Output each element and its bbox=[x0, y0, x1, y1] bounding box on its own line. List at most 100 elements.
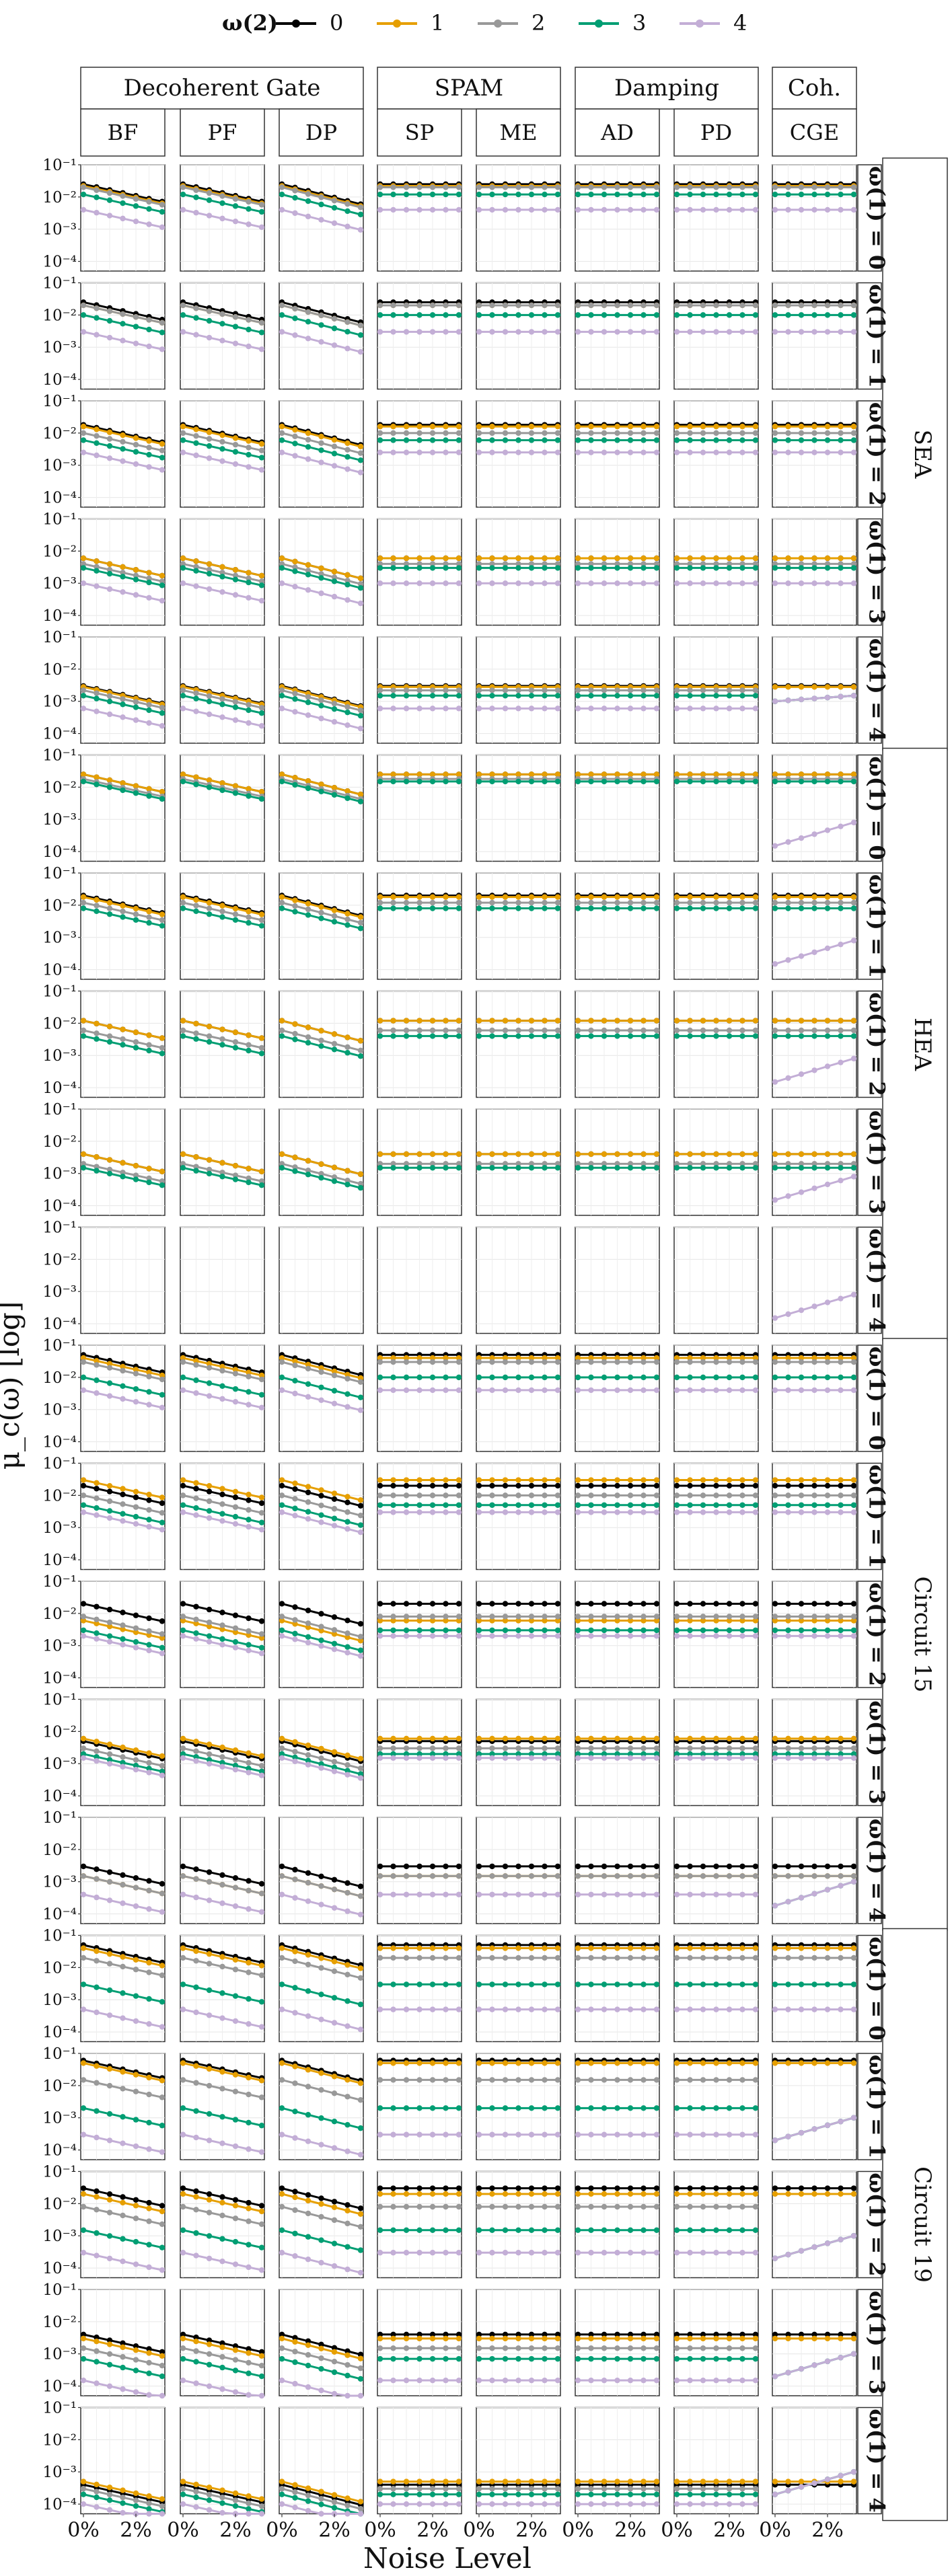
data-point bbox=[416, 1165, 423, 1171]
row-strip: ω(1) = 3 bbox=[857, 518, 890, 626]
column-strip-label: CGE bbox=[790, 120, 839, 145]
legend-label: 1 bbox=[431, 10, 444, 36]
data-point bbox=[515, 302, 521, 309]
data-point bbox=[838, 1151, 844, 1158]
data-point bbox=[476, 1151, 482, 1158]
data-point bbox=[258, 1051, 265, 1057]
data-point bbox=[515, 1387, 521, 1394]
data-point bbox=[80, 184, 87, 190]
data-point bbox=[180, 1374, 186, 1381]
data-point bbox=[824, 1151, 831, 1158]
data-point bbox=[133, 592, 139, 598]
data-point bbox=[429, 1018, 436, 1024]
data-point bbox=[785, 1027, 791, 1034]
data-point bbox=[94, 782, 100, 788]
data-point bbox=[700, 1151, 706, 1158]
data-point bbox=[627, 184, 634, 190]
data-point bbox=[811, 437, 817, 443]
data-point bbox=[824, 302, 831, 309]
data-point bbox=[489, 1477, 495, 1483]
data-point bbox=[455, 449, 462, 455]
data-point bbox=[824, 437, 831, 443]
data-point bbox=[455, 312, 462, 318]
legend-entry: 4 bbox=[680, 10, 747, 36]
data-point bbox=[528, 423, 535, 430]
data-point bbox=[601, 1509, 608, 1515]
data-point bbox=[331, 443, 338, 449]
data-point bbox=[798, 1151, 805, 1158]
data-point bbox=[318, 1175, 324, 1181]
data-point bbox=[554, 1502, 561, 1508]
facet-panel bbox=[180, 164, 265, 272]
data-point bbox=[713, 778, 719, 785]
data-point bbox=[357, 1379, 364, 1386]
data-point bbox=[80, 778, 87, 785]
data-point bbox=[94, 695, 100, 702]
data-point bbox=[554, 905, 561, 911]
data-point bbox=[673, 706, 680, 712]
data-point bbox=[588, 449, 594, 455]
data-point bbox=[601, 1033, 608, 1039]
data-point bbox=[344, 329, 351, 335]
data-point bbox=[476, 1359, 482, 1365]
data-point bbox=[403, 894, 410, 900]
data-point bbox=[219, 458, 225, 464]
data-point bbox=[206, 905, 213, 911]
data-point bbox=[443, 905, 449, 911]
data-point bbox=[106, 911, 113, 917]
data-point bbox=[232, 203, 239, 209]
data-point bbox=[838, 1295, 844, 1301]
data-point bbox=[416, 1151, 423, 1158]
data-point bbox=[159, 1376, 166, 1383]
data-point bbox=[824, 329, 831, 335]
data-point bbox=[258, 330, 265, 336]
data-point bbox=[344, 1404, 351, 1410]
data-point bbox=[752, 1027, 759, 1034]
data-point bbox=[120, 311, 126, 317]
data-point bbox=[258, 1168, 265, 1175]
data-point bbox=[180, 184, 186, 190]
data-point bbox=[305, 1034, 312, 1040]
data-point bbox=[713, 706, 719, 712]
data-point bbox=[206, 334, 213, 341]
data-point bbox=[357, 1047, 364, 1053]
data-point bbox=[106, 1038, 113, 1045]
data-point bbox=[850, 312, 857, 318]
data-point bbox=[94, 332, 100, 338]
data-point bbox=[146, 1389, 152, 1395]
data-point bbox=[772, 312, 778, 318]
facet-panel bbox=[673, 1226, 759, 1334]
data-point bbox=[772, 905, 778, 911]
data-point bbox=[279, 1033, 285, 1039]
data-point bbox=[146, 570, 152, 576]
data-point bbox=[850, 905, 857, 911]
data-point bbox=[443, 565, 449, 571]
data-point bbox=[502, 1033, 509, 1039]
row-strip-label: ω(1) = 3 bbox=[865, 1700, 890, 1804]
data-point bbox=[785, 423, 791, 430]
data-point bbox=[390, 565, 396, 571]
data-point bbox=[120, 1036, 126, 1043]
data-point bbox=[193, 558, 199, 564]
data-point bbox=[80, 555, 87, 562]
data-point bbox=[377, 1374, 383, 1381]
data-point bbox=[601, 555, 608, 562]
data-point bbox=[601, 778, 608, 785]
data-point bbox=[443, 1509, 449, 1515]
data-point bbox=[106, 1482, 113, 1489]
data-point bbox=[146, 326, 152, 333]
data-point bbox=[305, 712, 312, 718]
data-point bbox=[850, 1174, 857, 1180]
data-point bbox=[785, 1033, 791, 1039]
data-point bbox=[390, 423, 396, 430]
data-point bbox=[180, 1502, 186, 1508]
data-point bbox=[206, 911, 213, 917]
data-point bbox=[640, 899, 647, 906]
data-point bbox=[80, 1477, 87, 1483]
data-point bbox=[429, 693, 436, 699]
data-point bbox=[739, 423, 745, 430]
data-point bbox=[575, 302, 581, 309]
data-point bbox=[588, 555, 594, 562]
data-point bbox=[824, 1063, 831, 1069]
data-point bbox=[687, 449, 693, 455]
